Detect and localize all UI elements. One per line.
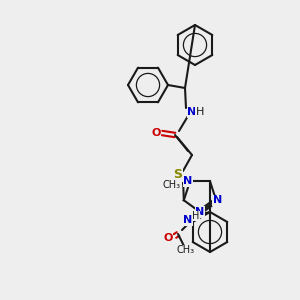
Text: O: O: [163, 233, 173, 243]
Text: S: S: [173, 169, 182, 182]
Text: N: N: [183, 215, 193, 225]
Text: N: N: [183, 176, 193, 186]
Text: CH₃: CH₃: [163, 180, 181, 190]
Text: N: N: [188, 107, 196, 117]
Text: O: O: [151, 128, 161, 138]
Text: CH₃: CH₃: [177, 245, 195, 255]
Text: H: H: [192, 211, 200, 221]
Text: N: N: [212, 195, 222, 205]
Text: H: H: [196, 107, 204, 117]
Text: N: N: [195, 207, 205, 217]
